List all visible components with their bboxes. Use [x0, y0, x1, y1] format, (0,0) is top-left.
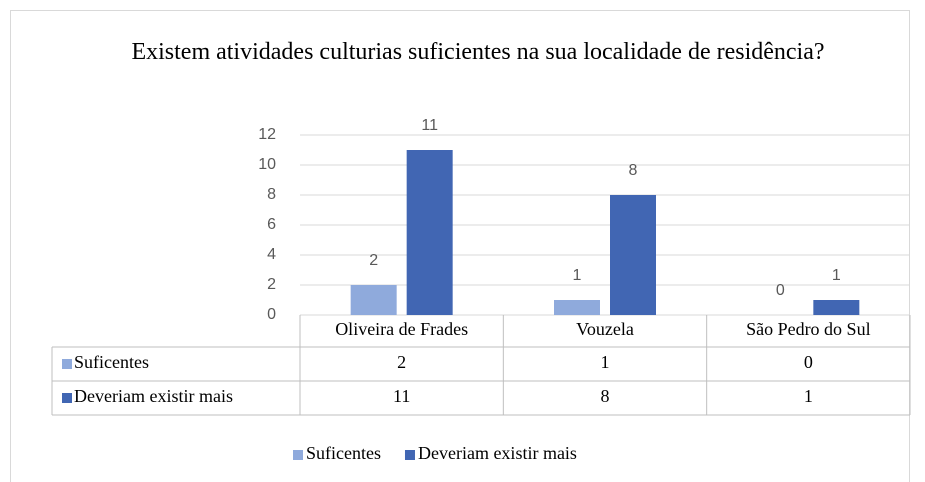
data-label: 1	[573, 267, 582, 284]
table-cell: 2	[397, 352, 406, 372]
table-row-label: Deveriam existir mais	[74, 386, 233, 406]
bar	[406, 150, 453, 315]
data-label: 2	[369, 252, 378, 269]
chart-border	[10, 10, 910, 482]
table-cell: 1	[804, 386, 813, 406]
legend-label: Deveriam existir mais	[418, 443, 577, 463]
legend-key	[404, 450, 415, 460]
y-tick-label: 12	[258, 126, 276, 143]
y-tick-label: 8	[267, 186, 276, 203]
bar	[350, 285, 397, 315]
table-legend-key	[62, 393, 72, 403]
bar	[813, 300, 860, 315]
x-tick-label: Oliveira de Frades	[335, 319, 468, 339]
table-cell: 8	[601, 386, 610, 406]
y-tick-label: 4	[267, 246, 276, 263]
y-tick-label: 10	[258, 156, 276, 173]
y-tick-label: 2	[267, 276, 276, 293]
bar	[554, 300, 600, 315]
table-cell: 1	[601, 352, 610, 372]
table-row-label: Suficentes	[74, 352, 149, 372]
legend-label: Suficentes	[306, 443, 381, 463]
y-tick-label: 6	[267, 216, 276, 233]
x-tick-label: São Pedro do Sul	[746, 319, 871, 339]
data-label: 0	[776, 282, 785, 299]
x-tick-label: Vouzela	[576, 319, 634, 339]
table-legend-key	[62, 359, 72, 369]
legend-key	[293, 450, 303, 460]
data-label: 8	[629, 162, 638, 179]
data-label: 1	[832, 267, 841, 284]
y-tick-label: 0	[267, 306, 276, 323]
data-label: 11	[421, 117, 438, 134]
table-cell: 11	[393, 386, 410, 406]
bar	[610, 195, 656, 315]
table-cell: 0	[804, 352, 813, 372]
chart-title: Existem atividades culturias suficientes…	[131, 39, 825, 65]
